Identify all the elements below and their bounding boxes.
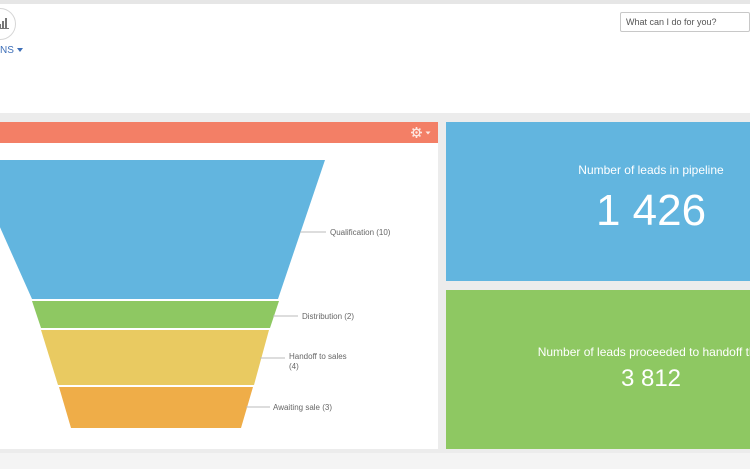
section-menu-label: NS — [0, 45, 14, 56]
gear-icon[interactable] — [410, 126, 432, 139]
funnel-label-distribution: Distribution (2) — [302, 312, 354, 321]
funnel-segment-handoff — [41, 330, 269, 385]
funnel-label-handoff-line1: Handoff to sales — [289, 352, 347, 361]
bar-chart-icon — [0, 18, 9, 29]
funnel-segment-distribution — [32, 301, 279, 328]
funnel-chart: Qualification (10) Distribution (2) Hand… — [0, 160, 391, 428]
funnel-segment-awaiting — [59, 387, 253, 428]
page-header: NS — [0, 4, 750, 113]
handoff-leads-value: 3 812 — [620, 365, 682, 392]
funnel-label-qualification: Qualification (10) — [330, 228, 391, 237]
funnel-label-handoff-line2: (4) — [289, 362, 299, 371]
app-icon-button[interactable] — [0, 8, 16, 40]
funnel-segment-qualification — [0, 160, 325, 299]
top-strip — [0, 0, 750, 4]
handoff-leads-title: Number of leads proceeded to handoff thi… — [537, 345, 750, 359]
search-input[interactable] — [620, 12, 750, 32]
bottom-bar — [0, 453, 750, 469]
pipeline-leads-title: Number of leads in pipeline — [578, 163, 724, 177]
funnel-panel-header — [0, 122, 438, 143]
caret-down-icon — [16, 48, 23, 53]
handoff-leads-tile[interactable]: Number of leads proceeded to handoff thi… — [446, 290, 750, 449]
funnel-label-awaiting: Awaiting sale (3) — [273, 403, 332, 412]
funnel-chart-panel: Qualification (10) Distribution (2) Hand… — [0, 122, 438, 449]
pipeline-leads-tile[interactable]: Number of leads in pipeline 1 426 — [446, 122, 750, 281]
pipeline-leads-value: 1 426 — [595, 186, 707, 235]
section-menu[interactable]: NS — [0, 45, 23, 56]
